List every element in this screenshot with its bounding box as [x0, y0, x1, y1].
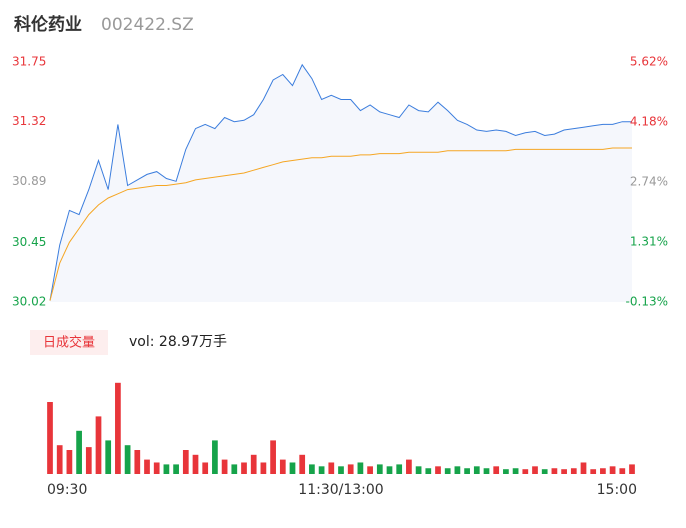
- volume-bar: [483, 468, 490, 474]
- volume-bar: [85, 447, 92, 474]
- y-tick-label: 30.02: [12, 295, 46, 309]
- volume-bar: [105, 440, 112, 474]
- y2-tick-label: 2.74%: [630, 175, 668, 189]
- volume-bar: [279, 459, 286, 474]
- price-area: [50, 64, 632, 302]
- volume-bar: [241, 462, 247, 474]
- volume-bar: [590, 469, 597, 474]
- volume-bar: [425, 468, 432, 474]
- volume-bar: [464, 468, 470, 474]
- volume-bar: [270, 440, 276, 474]
- volume-bar: [309, 464, 315, 474]
- x-tick-label: 09:30: [47, 482, 87, 498]
- average-line: [49, 147, 632, 301]
- volume-bar: [376, 464, 383, 474]
- volume-bar: [76, 430, 82, 474]
- volume-bar: [435, 466, 441, 474]
- y2-tick-label: -0.13%: [626, 295, 668, 309]
- volume-bar: [454, 466, 461, 474]
- volume-bar: [473, 466, 480, 474]
- volume-bar: [570, 468, 577, 474]
- y-tick-label: 30.89: [12, 174, 46, 188]
- volume-bar: [144, 459, 150, 474]
- volume-total: vol: 28.97万手: [129, 334, 227, 350]
- volume-bar: [367, 466, 373, 474]
- volume-bar: [512, 468, 519, 474]
- volume-bar: [134, 450, 141, 474]
- volume-bar: [561, 469, 567, 474]
- y2-tick-label: 1.31%: [630, 234, 668, 248]
- volume-bar: [600, 468, 606, 474]
- price-line: [49, 63, 632, 301]
- y2-tick-label: 5.62%: [630, 55, 668, 69]
- volume-badge-text: 日成交量: [43, 335, 95, 351]
- volume-bar: [522, 469, 529, 474]
- volume-bar: [347, 464, 354, 474]
- volume-bar: [221, 459, 228, 474]
- volume-bar: [212, 440, 218, 474]
- volume-bar: [124, 445, 131, 474]
- volume-bar: [493, 466, 500, 474]
- volume-bar: [580, 462, 587, 474]
- y-tick-label: 31.75: [12, 55, 46, 69]
- volume-bar: [357, 462, 364, 474]
- volume-bar: [260, 462, 267, 474]
- volume-bar: [629, 464, 635, 474]
- stock-name: 科伦药业: [14, 14, 82, 35]
- volume-bar: [289, 462, 296, 474]
- volume-bar: [406, 459, 412, 474]
- y-tick-label: 31.32: [12, 114, 46, 128]
- volume-bar: [202, 462, 209, 474]
- volume-bar: [56, 445, 63, 474]
- y-tick-label: 30.45: [12, 235, 46, 249]
- volume-bar: [328, 462, 335, 474]
- x-tick-label: 11:30/13:00: [298, 482, 383, 498]
- volume-bar: [231, 464, 238, 474]
- volume-bar: [415, 466, 422, 474]
- volume-bar: [173, 464, 179, 474]
- volume-bar: [609, 466, 616, 474]
- volume-bar: [182, 450, 189, 474]
- stock-code: 002422.SZ: [101, 15, 194, 35]
- volume-badge: [30, 330, 108, 355]
- volume-bar: [386, 466, 393, 474]
- volume-bar: [153, 462, 160, 474]
- volume-bar: [619, 468, 626, 474]
- volume-bar: [503, 469, 509, 474]
- volume-bar: [551, 468, 558, 474]
- volume-bar: [532, 466, 538, 474]
- volume-bar: [66, 450, 73, 474]
- volume-bar: [250, 454, 257, 474]
- volume-bar: [444, 468, 451, 474]
- x-tick-label: 15:00: [597, 482, 637, 498]
- volume-bar: [115, 382, 121, 474]
- volume-bar: [163, 464, 170, 474]
- volume-bar: [95, 416, 102, 474]
- volume-bar: [338, 466, 344, 474]
- volume-bar: [47, 402, 53, 474]
- volume-bar: [192, 454, 199, 474]
- volume-bar: [541, 469, 548, 474]
- volume-bar: [299, 454, 306, 474]
- volume-bar: [318, 466, 325, 474]
- y2-tick-label: 4.18%: [630, 115, 668, 129]
- volume-bar: [396, 464, 403, 474]
